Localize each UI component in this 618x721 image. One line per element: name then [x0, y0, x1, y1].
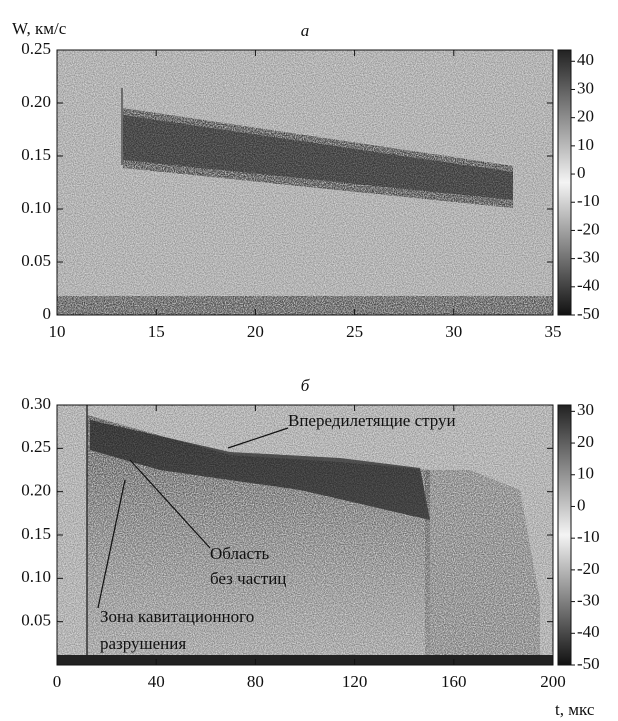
x-tick-label: 35: [545, 322, 562, 341]
y-tick-label: 0.25: [21, 437, 51, 456]
colorbar-tick-label: -10: [577, 527, 600, 546]
y-axis-label: W, км/с: [12, 19, 67, 38]
colorbar-tick-label: 0: [577, 163, 586, 182]
colorbar-tick-label: -50: [577, 304, 600, 323]
x-tick-label: 80: [247, 672, 264, 691]
spectrogram-image: [57, 405, 553, 665]
spectrogram-image: [57, 50, 553, 315]
y-tick-label: 0.20: [21, 481, 51, 500]
annotation: Зона кавитационного: [100, 607, 254, 626]
annotation: Впередилетящие струи: [288, 411, 456, 430]
x-tick-label: 10: [49, 322, 66, 341]
colorbar-tick-label: -30: [577, 248, 600, 267]
annotation: без частиц: [210, 569, 286, 588]
y-tick-label: 0.05: [21, 611, 51, 630]
x-axis-label: t, мкс: [555, 700, 595, 719]
annotation-arrows: [97, 427, 289, 609]
annotation: Область: [210, 544, 270, 563]
y-tick-label: 0.10: [21, 198, 51, 217]
colorbar-tick-label: -40: [577, 622, 600, 641]
y-tick-label: 0: [43, 304, 52, 323]
y-tick-label: 0.15: [21, 524, 51, 543]
colorbar-tick-label: 20: [577, 432, 594, 451]
x-tick-label: 30: [445, 322, 462, 341]
x-tick-label: 160: [441, 672, 467, 691]
colorbar-tick-label: 40: [577, 50, 594, 69]
colorbar-tick-label: -50: [577, 654, 600, 673]
colorbar-tick-label: 10: [577, 464, 594, 483]
annotation: разрушения: [100, 634, 186, 653]
x-tick-label: 200: [540, 672, 566, 691]
x-tick-label: 120: [342, 672, 368, 691]
colorbar-tick-label: -40: [577, 276, 600, 295]
colorbar-tick-label: 30: [577, 400, 594, 419]
colorbar-tick-label: 10: [577, 135, 594, 154]
colorbar: [557, 49, 572, 316]
x-tick-label: 25: [346, 322, 363, 341]
plot-frame: [56, 49, 554, 316]
y-tick-label: 0.25: [21, 39, 51, 58]
colorbar-tick-label: -20: [577, 559, 600, 578]
colorbar: [557, 404, 572, 666]
y-tick-label: 0.15: [21, 145, 51, 164]
x-tick-label: 15: [148, 322, 165, 341]
colorbar-tick-label: 20: [577, 107, 594, 126]
y-tick-label: 0.10: [21, 567, 51, 586]
panel-title: б: [301, 376, 310, 395]
y-tick-label: 0.20: [21, 92, 51, 111]
colorbar-tick-label: -20: [577, 219, 600, 238]
colorbar-tick-label: 0: [577, 495, 586, 514]
x-tick-label: 40: [148, 672, 165, 691]
panel-title: а: [301, 21, 310, 40]
y-tick-label: 0.30: [21, 394, 51, 413]
y-tick-label: 0.05: [21, 251, 51, 270]
colorbar-tick-label: 30: [577, 78, 594, 97]
colorbar-tick-label: -30: [577, 590, 600, 609]
colorbar-tick-label: -10: [577, 191, 600, 210]
x-tick-label: 0: [53, 672, 62, 691]
x-tick-label: 20: [247, 322, 264, 341]
